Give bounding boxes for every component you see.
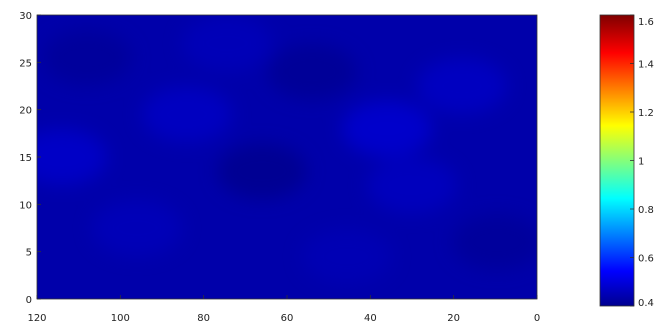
colorbar-tick-label: 0.6 (638, 254, 654, 265)
colorbar: 0.4 0.6 0.8 1 1.2 1.4 1.6 (599, 14, 654, 309)
colorbar-tick-label: 1.4 (638, 60, 654, 71)
plot-area (36, 14, 538, 300)
heatmap-texture (37, 15, 537, 285)
x-axis: 120 100 80 60 40 20 0 (27, 295, 540, 324)
y-tick-label: 5 (26, 248, 32, 259)
colorbar-tick-label: 0.8 (638, 205, 654, 216)
y-tick-label: 20 (19, 106, 32, 117)
x-tick-label: 60 (281, 313, 294, 324)
colorbar-tick-label: 1.6 (638, 17, 654, 28)
y-tick-label: 0 (26, 295, 32, 306)
colorbar-tick-label: 1.2 (638, 108, 654, 119)
x-tick-label: 120 (27, 313, 46, 324)
y-tick-label: 25 (19, 58, 32, 69)
colorbar-tick-label: 0.4 (638, 298, 654, 309)
x-tick-label: 40 (364, 313, 377, 324)
y-tick-label: 15 (19, 153, 32, 164)
y-tick-label: 30 (19, 11, 32, 22)
colorbar-tick-label: 1 (638, 157, 644, 168)
x-tick-label: 0 (534, 313, 540, 324)
y-axis: 0 5 10 15 20 25 30 (19, 11, 41, 306)
x-tick-label: 20 (447, 313, 460, 324)
x-tick-label: 100 (111, 313, 130, 324)
colorbar-gradient (599, 14, 635, 307)
y-tick-label: 10 (19, 200, 32, 211)
x-tick-label: 80 (197, 313, 210, 324)
